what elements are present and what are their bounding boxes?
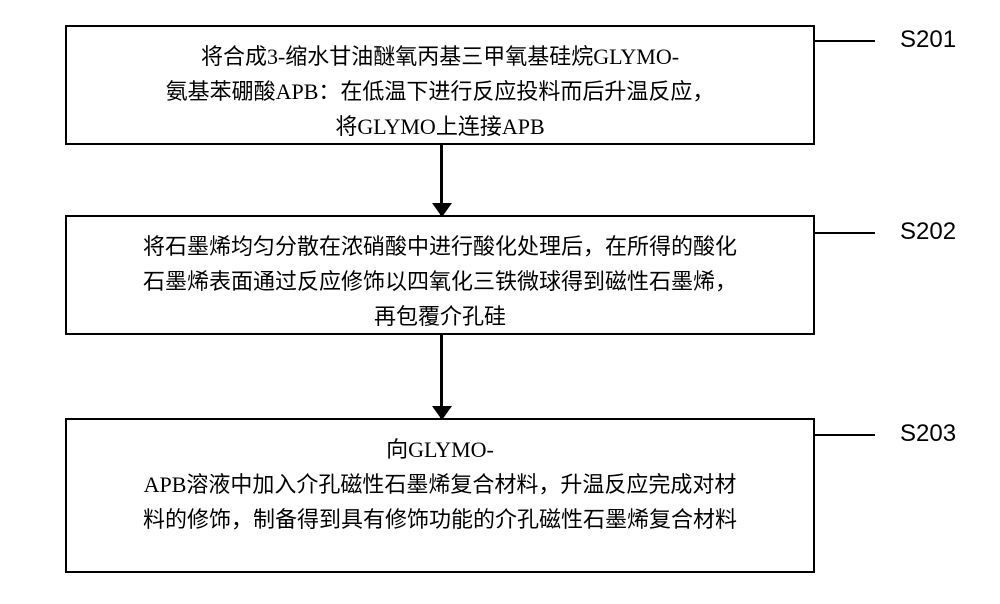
step3-line3: 料的修饰，制备得到具有修饰功能的介孔磁性石墨烯复合材料 (143, 507, 737, 532)
step2-line1: 将石墨烯均匀分散在浓硝酸中进行酸化处理后，在所得的酸化 (143, 234, 737, 259)
step1-line1: 将合成3-缩水甘油醚氧丙基三甲氧基硅烷GLYMO- (201, 44, 679, 69)
step-label-3: S203 (900, 420, 956, 448)
step-text-3: 向GLYMO- APB溶液中加入介孔磁性石墨烯复合材料，升温反应完成对材 料的修… (87, 432, 793, 538)
step2-line2: 石墨烯表面通过反应修饰以四氧化三铁微球得到磁性石墨烯， (143, 269, 737, 294)
connector-line-2 (815, 232, 875, 234)
flowchart-container: 将合成3-缩水甘油醚氧丙基三甲氧基硅烷GLYMO- 氨基苯硼酸APB：在低温下进… (0, 0, 1000, 604)
step3-line1: 向GLYMO- (386, 437, 494, 462)
arrow-2 (440, 335, 443, 418)
step-label-2: S202 (900, 218, 956, 246)
step3-line2: APB溶液中加入介孔磁性石墨烯复合材料，升温反应完成对材 (144, 472, 737, 497)
connector-line-3 (815, 434, 875, 436)
step-text-1: 将合成3-缩水甘油醚氧丙基三甲氧基硅烷GLYMO- 氨基苯硼酸APB：在低温下进… (87, 39, 793, 145)
connector-line-1 (815, 40, 875, 42)
step-text-2: 将石墨烯均匀分散在浓硝酸中进行酸化处理后，在所得的酸化 石墨烯表面通过反应修饰以… (87, 229, 793, 335)
step-box-3: 向GLYMO- APB溶液中加入介孔磁性石墨烯复合材料，升温反应完成对材 料的修… (65, 418, 815, 573)
arrow-1 (440, 145, 443, 215)
step2-line3: 再包覆介孔硅 (374, 304, 506, 329)
step-box-2: 将石墨烯均匀分散在浓硝酸中进行酸化处理后，在所得的酸化 石墨烯表面通过反应修饰以… (65, 215, 815, 335)
step1-line2: 氨基苯硼酸APB：在低温下进行反应投料而后升温反应， (166, 79, 715, 104)
step-label-1: S201 (900, 26, 956, 54)
step-box-1: 将合成3-缩水甘油醚氧丙基三甲氧基硅烷GLYMO- 氨基苯硼酸APB：在低温下进… (65, 25, 815, 145)
step1-line3: 将GLYMO上连接APB (335, 114, 544, 139)
